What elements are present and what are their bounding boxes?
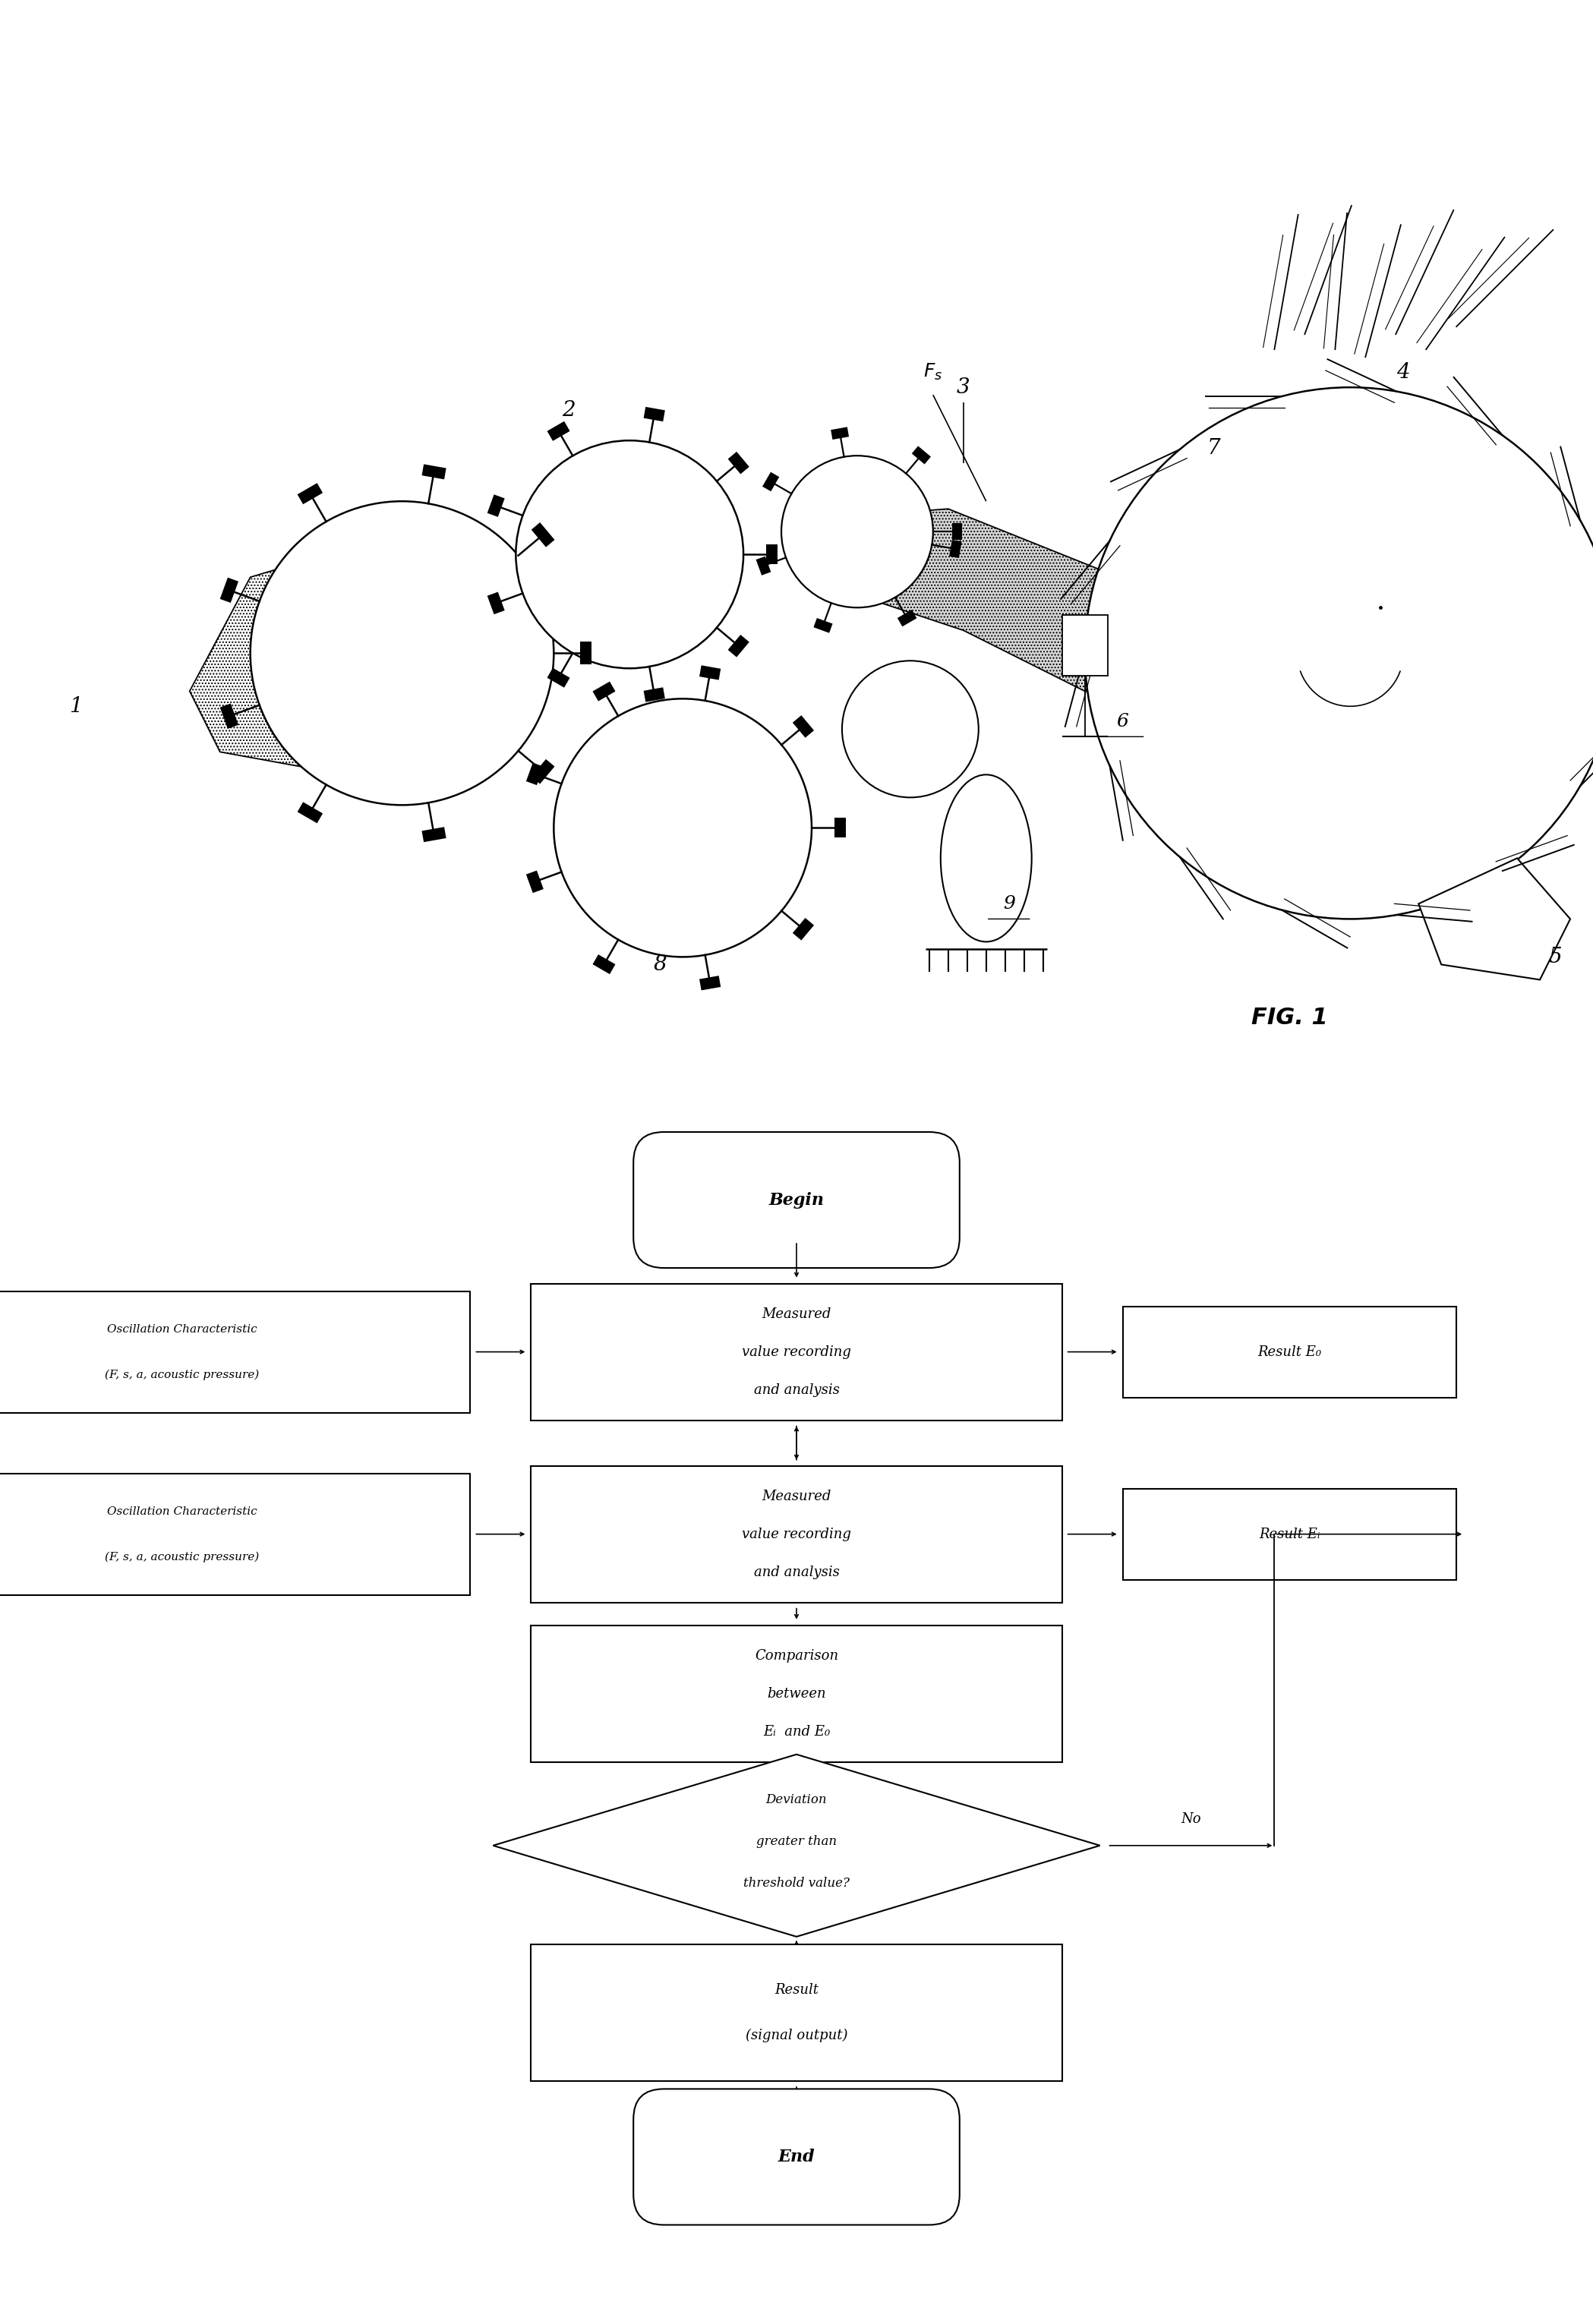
Polygon shape	[532, 760, 554, 783]
Text: Comparison: Comparison	[755, 1648, 838, 1662]
Polygon shape	[220, 704, 239, 730]
Polygon shape	[546, 667, 570, 688]
Polygon shape	[532, 523, 554, 546]
Text: threshold value?: threshold value?	[744, 1878, 849, 1889]
Polygon shape	[298, 483, 323, 504]
Text: Oscillation Characteristic: Oscillation Characteristic	[107, 1325, 256, 1334]
Bar	[530, 1624, 1063, 1762]
Polygon shape	[593, 681, 615, 702]
Text: $F_s$: $F_s$	[924, 363, 943, 381]
Text: value recording: value recording	[742, 1527, 851, 1541]
Text: 3: 3	[957, 376, 970, 397]
Polygon shape	[644, 407, 664, 421]
Polygon shape	[220, 576, 239, 602]
Polygon shape	[580, 641, 591, 665]
Polygon shape	[546, 421, 570, 442]
Polygon shape	[832, 428, 849, 439]
Bar	[0, 1292, 470, 1413]
Polygon shape	[728, 451, 749, 474]
Text: 5: 5	[1548, 946, 1561, 967]
FancyBboxPatch shape	[634, 2089, 959, 2224]
Bar	[530, 1466, 1063, 1604]
Polygon shape	[911, 446, 930, 465]
Bar	[530, 1945, 1063, 2080]
Text: 6: 6	[1117, 713, 1129, 730]
Text: value recording: value recording	[742, 1346, 851, 1360]
Text: Result: Result	[774, 1982, 819, 1996]
Polygon shape	[897, 609, 916, 627]
Circle shape	[516, 442, 744, 669]
FancyBboxPatch shape	[634, 1132, 959, 1269]
Polygon shape	[494, 1755, 1099, 1936]
Text: 2: 2	[562, 400, 575, 421]
Polygon shape	[793, 918, 814, 941]
Text: Deviation: Deviation	[766, 1794, 827, 1806]
Bar	[1123, 1306, 1456, 1397]
Polygon shape	[763, 472, 779, 490]
Polygon shape	[487, 593, 505, 614]
Text: 1: 1	[68, 697, 83, 716]
Text: Yes: Yes	[816, 1952, 838, 1966]
Bar	[1123, 1490, 1456, 1580]
Text: greater than: greater than	[757, 1836, 836, 1848]
Text: between: between	[768, 1687, 825, 1701]
Text: Result Eᵢ: Result Eᵢ	[1258, 1527, 1321, 1541]
Text: 8: 8	[653, 955, 666, 974]
Ellipse shape	[940, 774, 1032, 941]
Text: Eᵢ  and E₀: Eᵢ and E₀	[763, 1724, 830, 1738]
Text: Measured: Measured	[761, 1490, 832, 1504]
Text: and analysis: and analysis	[753, 1383, 840, 1397]
Polygon shape	[766, 544, 777, 565]
Polygon shape	[953, 523, 962, 539]
Text: FIG. 1: FIG. 1	[1252, 1006, 1329, 1030]
Text: Result E₀: Result E₀	[1257, 1346, 1322, 1360]
Polygon shape	[835, 818, 846, 837]
Polygon shape	[487, 495, 505, 516]
Polygon shape	[728, 634, 749, 658]
Circle shape	[843, 660, 978, 797]
Polygon shape	[793, 716, 814, 737]
Polygon shape	[190, 555, 379, 767]
Text: (F, s, a, acoustic pressure): (F, s, a, acoustic pressure)	[105, 1369, 260, 1380]
Polygon shape	[298, 802, 323, 823]
Circle shape	[554, 700, 812, 957]
Text: End: End	[777, 2150, 816, 2166]
Polygon shape	[757, 555, 771, 576]
Text: Begin: Begin	[769, 1192, 824, 1208]
Text: and analysis: and analysis	[753, 1566, 840, 1578]
Text: (F, s, a, acoustic pressure): (F, s, a, acoustic pressure)	[105, 1552, 260, 1562]
Text: 9: 9	[1004, 895, 1015, 913]
Polygon shape	[1418, 858, 1571, 981]
Polygon shape	[422, 827, 446, 841]
Text: 7: 7	[1207, 437, 1220, 458]
Text: Oscillation Characteristic: Oscillation Characteristic	[107, 1506, 256, 1518]
Text: Measured: Measured	[761, 1306, 832, 1320]
Text: (signal output): (signal output)	[746, 2029, 847, 2043]
Text: FIG. 2: FIG. 2	[137, 1552, 213, 1576]
Bar	[530, 1283, 1063, 1420]
Polygon shape	[949, 539, 962, 558]
Polygon shape	[849, 509, 1161, 690]
Bar	[1063, 616, 1107, 676]
Polygon shape	[526, 762, 543, 786]
Circle shape	[1085, 388, 1593, 918]
Circle shape	[250, 502, 554, 804]
Polygon shape	[699, 665, 720, 681]
Text: 4: 4	[1397, 363, 1410, 383]
Polygon shape	[814, 618, 833, 632]
Polygon shape	[644, 688, 664, 702]
Text: No: No	[1180, 1813, 1201, 1827]
Circle shape	[781, 456, 933, 607]
Polygon shape	[593, 955, 615, 974]
Bar	[0, 1473, 470, 1594]
Polygon shape	[422, 465, 446, 479]
Polygon shape	[526, 872, 543, 892]
Polygon shape	[699, 976, 720, 990]
